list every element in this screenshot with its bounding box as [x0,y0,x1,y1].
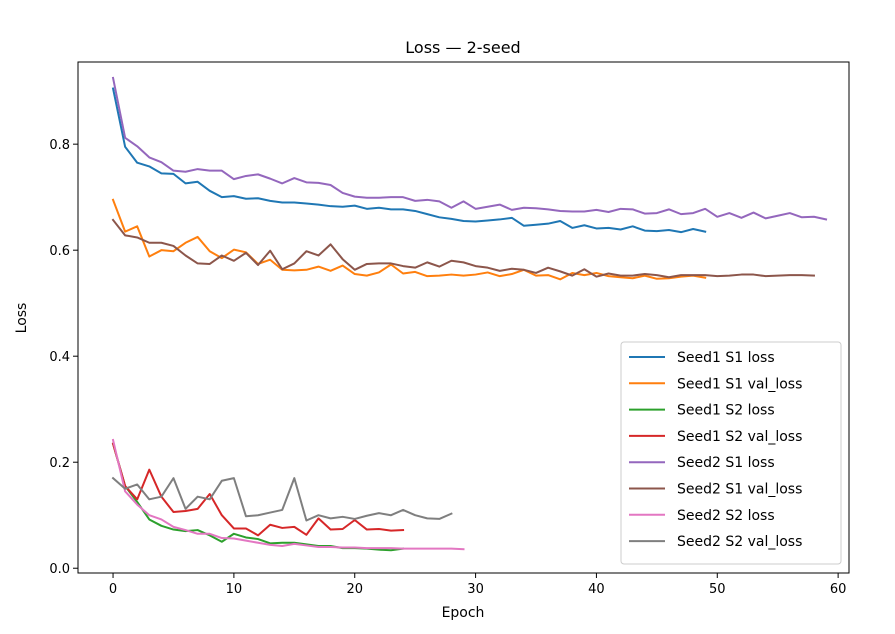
series-line-5 [111,76,828,221]
series-layer [111,76,828,552]
legend-label: Seed2 S2 val_loss [677,534,802,550]
y-tick-label: 0.8 [49,138,70,153]
legend-label: Seed2 S1 val_loss [677,482,802,498]
x-tick-label: 40 [588,582,605,597]
x-ticks: 0 10 20 30 40 50 60 [109,573,846,597]
y-ticks: 0.0 0.2 0.4 0.6 0.8 [49,138,78,577]
series-line-7 [111,438,465,551]
legend-label: Seed2 S1 loss [677,455,775,471]
legend-label: Seed1 S2 val_loss [677,429,802,445]
y-tick-label: 0.2 [49,456,70,471]
chart-title: Loss — 2-seed [405,38,520,57]
x-tick-label: 0 [109,582,117,597]
x-tick-label: 10 [226,582,243,597]
series-line-6 [111,218,815,279]
x-axis-label: Epoch [442,605,485,621]
x-tick-label: 60 [830,582,847,597]
x-tick-label: 50 [709,582,726,597]
y-tick-label: 0.4 [49,350,70,365]
x-tick-label: 30 [467,582,484,597]
series-line-1 [111,87,707,234]
legend-box [620,341,842,565]
legend-label: Seed1 S2 loss [677,403,775,419]
legend-label: Seed1 S1 loss [677,350,775,366]
series-line-8 [111,476,453,522]
y-tick-label: 0.0 [49,562,70,577]
series-line-2 [111,198,707,281]
legend-label: Seed2 S2 loss [677,508,775,524]
legend: Seed1 S1 loss Seed1 S1 val_loss Seed1 S2 l… [620,341,842,565]
y-axis-label: Loss [14,303,30,334]
plot-frame [77,61,850,574]
y-tick-label: 0.6 [49,244,70,259]
legend-label: Seed1 S1 val_loss [677,376,802,392]
x-tick-label: 20 [346,582,363,597]
series-line-4 [111,442,405,537]
